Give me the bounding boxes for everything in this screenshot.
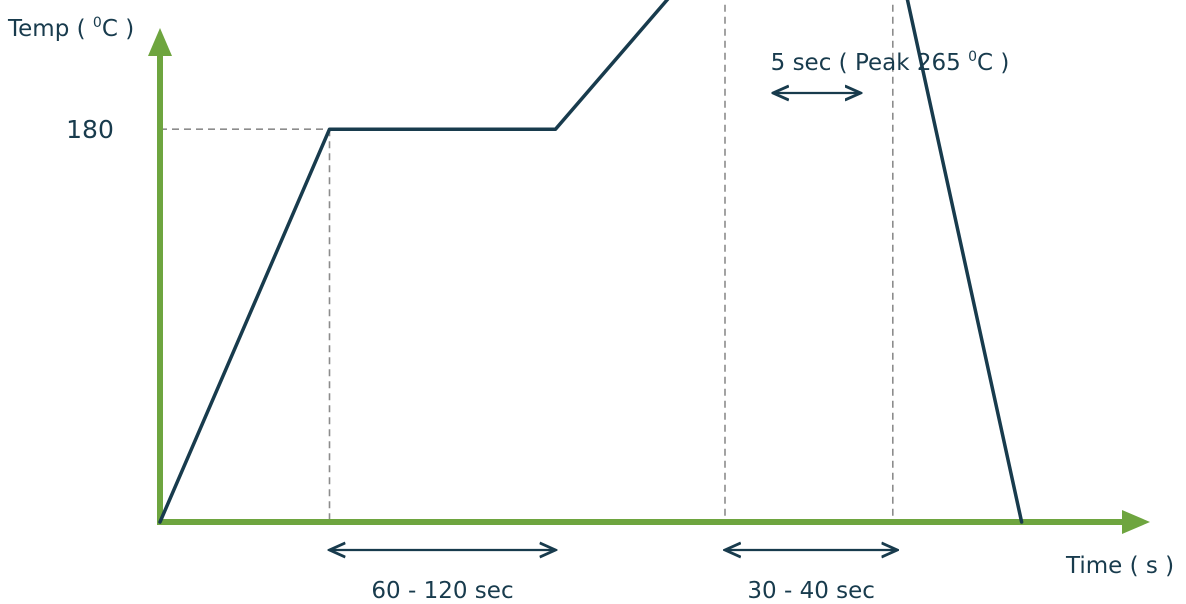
y-axis-title: Temp ( 0C ) <box>7 15 134 42</box>
soak-duration-label: 60 - 120 sec <box>371 578 513 604</box>
y-tick-labels: 180220250 ± 10 <box>66 115 114 144</box>
temperature-profile-line <box>158 0 1024 524</box>
y-tick-label: 180 <box>66 115 114 144</box>
x-axis-title: Time ( s ) <box>1065 553 1174 579</box>
axes <box>148 28 1150 534</box>
reflow-duration-label: 30 - 40 sec <box>747 578 875 604</box>
x-axis-arrowhead <box>1122 510 1150 534</box>
duration-annotations: 60 - 120 sec 30 - 40 sec 5 sec ( Peak 265 … <box>330 49 1010 604</box>
y-axis-arrowhead <box>148 28 172 56</box>
peak-duration-label: 5 sec ( Peak 265 0C ) <box>771 49 1010 76</box>
guide-lines <box>160 0 894 522</box>
